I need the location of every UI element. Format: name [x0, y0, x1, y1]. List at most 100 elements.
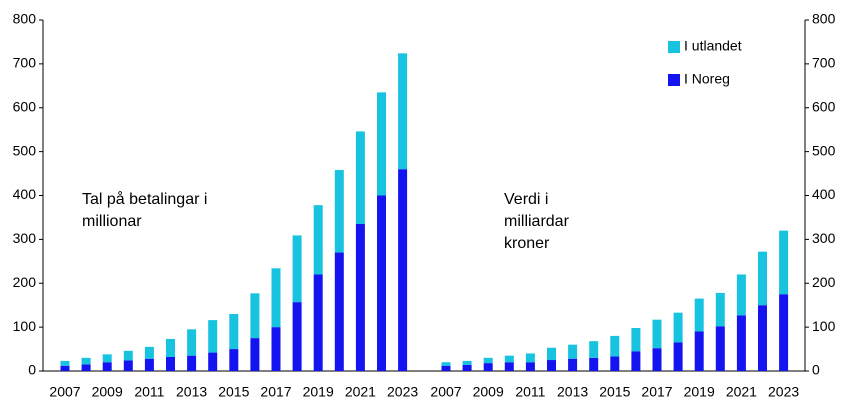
bar-segment [208, 320, 218, 353]
bar-segment [568, 358, 578, 371]
bar-segment [377, 92, 386, 196]
x-tick-label: 2013 [176, 384, 207, 400]
annotation: Verdi i [504, 191, 548, 208]
bar-segment [250, 338, 260, 371]
x-tick-label: 2019 [684, 384, 715, 400]
bar-segment [292, 302, 302, 371]
x-tick-label: 2013 [557, 384, 588, 400]
y-tick-label: 100 [13, 318, 37, 334]
bar-segment [568, 344, 578, 359]
bar-segment [271, 327, 281, 371]
bar-segment [715, 326, 725, 371]
bar-segment [334, 170, 344, 253]
x-tick-label: 2023 [387, 384, 418, 400]
y-tick-label: 500 [13, 142, 37, 158]
x-tick-label: 2015 [599, 384, 630, 400]
bar-segment [631, 351, 641, 371]
x-tick-label: 2007 [430, 384, 461, 400]
bar-segment [102, 354, 112, 363]
y-tick-label: 300 [13, 230, 37, 246]
bar-segment [525, 362, 535, 371]
x-tick-label: 2017 [641, 384, 672, 400]
bar-segment [60, 365, 70, 371]
bar-segment [652, 348, 662, 371]
x-tick-label: 2009 [473, 384, 504, 400]
bar-segment [610, 335, 620, 357]
bar-segment [166, 356, 175, 371]
bar-segment [483, 357, 493, 364]
bar-segment [398, 53, 408, 170]
bar-segment [589, 357, 599, 371]
bar-segment [292, 235, 302, 303]
bar-segment [123, 350, 133, 361]
bar-segment [208, 352, 218, 371]
y-tick-label: 800 [812, 11, 836, 27]
bar-segment [673, 342, 683, 371]
bar-segment [377, 195, 386, 371]
y-tick-label: 400 [13, 186, 37, 202]
y-tick-label: 200 [13, 274, 37, 290]
bar-segment [610, 356, 620, 371]
bar-segment [652, 319, 662, 349]
bar-segment [504, 362, 514, 371]
bar-segment [736, 315, 746, 371]
bar-segment [355, 131, 365, 225]
bar-segment [525, 353, 535, 363]
bar-segment [313, 274, 323, 371]
legend-swatch [668, 41, 680, 53]
bar-segment [547, 360, 556, 371]
bar-segment [758, 251, 767, 306]
bar-segment [123, 360, 133, 371]
bar-segment [694, 331, 704, 371]
bar-segment [758, 305, 767, 371]
x-tick-label: 2011 [134, 384, 164, 400]
bar-segment [736, 274, 746, 316]
bar-segment [60, 360, 70, 366]
x-tick-label: 2011 [515, 384, 545, 400]
x-tick-label: 2023 [768, 384, 799, 400]
annotation: kroner [504, 235, 550, 252]
bar-segment [589, 341, 599, 358]
bar-segment [166, 338, 175, 357]
y-tick-label: 300 [812, 230, 836, 246]
bar-segment [441, 362, 451, 366]
x-tick-label: 2019 [303, 384, 334, 400]
bar-segment [271, 268, 281, 328]
bar-segment [144, 358, 154, 371]
bar-segment [673, 312, 683, 343]
x-tick-label: 2015 [218, 384, 249, 400]
y-tick-label: 0 [28, 362, 36, 378]
x-tick-label: 2017 [260, 384, 291, 400]
bar-segment [229, 349, 239, 371]
y-tick-label: 100 [812, 318, 836, 334]
x-tick-label: 2021 [345, 384, 376, 400]
bar-segment [694, 298, 704, 332]
bar-segment [187, 329, 197, 356]
bar-segment [81, 357, 91, 365]
bar-segment [547, 347, 556, 361]
y-tick-label: 600 [812, 98, 836, 114]
annotation: milliardar [504, 213, 570, 230]
x-tick-label: 2021 [726, 384, 757, 400]
bar-segment [462, 364, 472, 371]
bar-segment [462, 360, 472, 365]
annotation: millionar [82, 213, 142, 230]
bar-segment [779, 294, 789, 371]
y-tick-label: 600 [13, 98, 37, 114]
bar-segment [334, 252, 344, 371]
y-tick-label: 700 [812, 55, 836, 71]
y-tick-label: 0 [812, 362, 820, 378]
bar-segment [631, 328, 641, 352]
bar-segment [81, 364, 91, 371]
y-tick-label: 400 [812, 186, 836, 202]
bar-segment [250, 293, 260, 339]
bar-segment [229, 313, 239, 350]
bar-segment [504, 355, 514, 363]
bar-segment [715, 292, 725, 327]
bar-segment [398, 169, 408, 371]
y-tick-label: 800 [13, 11, 37, 27]
bar-segment [441, 365, 451, 371]
x-tick-label: 2007 [49, 384, 80, 400]
bar-segment [187, 355, 197, 371]
